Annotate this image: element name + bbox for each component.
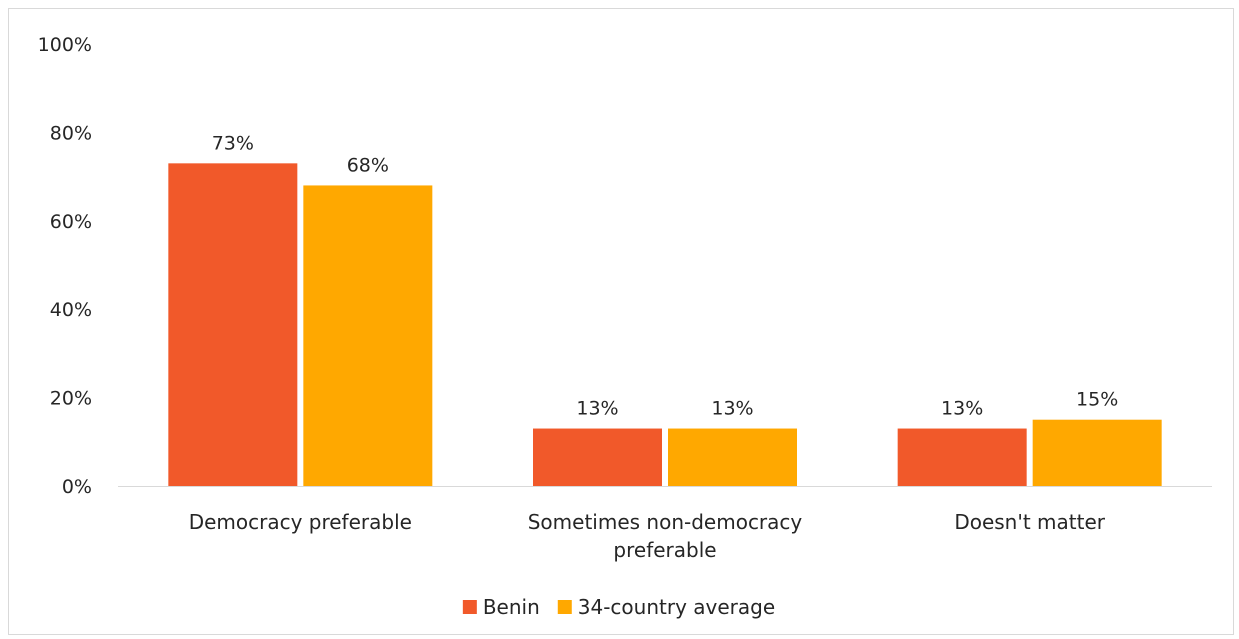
y-tick-label: 80% xyxy=(50,122,92,144)
bar-34-country-average xyxy=(668,428,797,486)
x-category-label: Sometimes non-democracy preferable xyxy=(528,510,803,562)
y-tick-label: 0% xyxy=(62,476,92,498)
x-category-label: Democracy preferable xyxy=(189,510,412,534)
legend-swatch xyxy=(462,600,477,614)
y-tick-label: 20% xyxy=(50,388,92,410)
data-label: 73% xyxy=(212,132,254,154)
data-label: 15% xyxy=(1076,389,1118,411)
x-category-label: Doesn't matter xyxy=(954,510,1105,534)
chart-frame xyxy=(8,8,1234,635)
y-tick-label: 40% xyxy=(50,299,92,321)
legend-label: Benin xyxy=(483,595,540,619)
bar-benin xyxy=(533,428,662,486)
legend-label: 34-country average xyxy=(578,595,775,619)
bar-34-country-average xyxy=(303,185,433,486)
y-tick-label: 60% xyxy=(50,211,92,233)
y-tick-label: 100% xyxy=(38,34,92,56)
y-axis-ticks: 0% 20% 40% 60% 80% 100% xyxy=(38,34,92,498)
data-label: 68% xyxy=(347,154,389,176)
data-labels: 73% 68% 13% 13% 13% 15% xyxy=(212,132,1119,419)
bars xyxy=(168,163,1162,486)
bar-benin xyxy=(897,428,1027,486)
data-label: 13% xyxy=(941,398,983,420)
data-label: 13% xyxy=(711,398,753,420)
data-label: 13% xyxy=(576,398,618,420)
legend-swatch xyxy=(557,600,572,614)
category-labels: Democracy preferable Sometimes non-democr… xyxy=(189,510,1106,562)
legend: Benin 34-country average xyxy=(462,595,775,619)
bar-34-country-average xyxy=(1032,419,1162,486)
bar-benin xyxy=(168,163,298,486)
